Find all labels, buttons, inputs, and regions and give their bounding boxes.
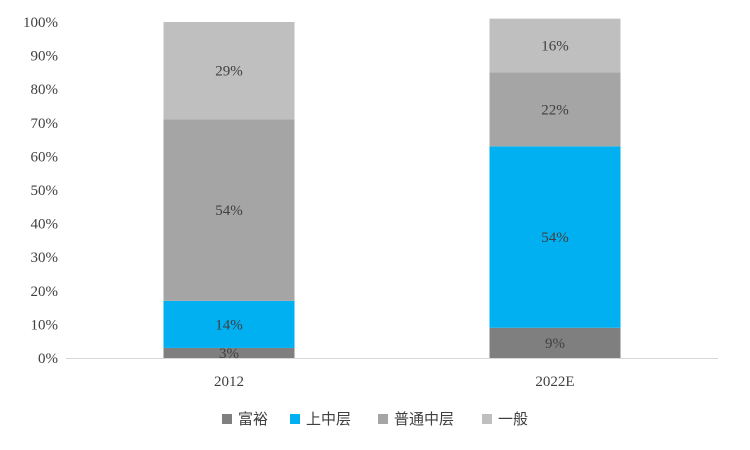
bar-segment xyxy=(489,327,621,358)
legend-label: 富裕 xyxy=(238,410,268,428)
bar-segment xyxy=(489,18,621,73)
legend-label: 一般 xyxy=(498,410,528,428)
legend: 富裕 上中层 普通中层 一般 xyxy=(222,410,528,428)
bars: 3% 14% 54% 29% 9% 54% 22% 16% xyxy=(163,18,621,362)
x-tick-label: 2012 xyxy=(214,374,244,390)
data-label: 16% xyxy=(541,39,569,55)
y-tick-label: 40% xyxy=(31,217,59,233)
legend-swatch xyxy=(222,414,232,424)
y-tick-label: 90% xyxy=(31,49,59,65)
y-tick-label: 70% xyxy=(31,116,59,132)
bar-segment xyxy=(163,347,295,358)
legend-swatch xyxy=(290,414,300,424)
bar-segment xyxy=(163,22,295,120)
data-label: 54% xyxy=(215,203,243,219)
bar-segment xyxy=(163,300,295,348)
bar-segment xyxy=(163,119,295,301)
y-tick-label: 60% xyxy=(31,149,59,165)
data-label: 3% xyxy=(219,346,239,362)
data-label: 9% xyxy=(545,336,565,352)
y-axis: 0% 10% 20% 30% 40% 50% 60% 70% 80% 90% 100% xyxy=(23,15,58,367)
y-tick-label: 50% xyxy=(31,183,59,199)
x-axis: 2012 2022E xyxy=(66,358,718,390)
data-label: 22% xyxy=(541,102,569,118)
data-label: 54% xyxy=(541,230,569,246)
x-tick-label: 2022E xyxy=(535,374,574,390)
bar-segment xyxy=(489,72,621,147)
legend-swatch xyxy=(482,414,492,424)
legend-label: 上中层 xyxy=(306,410,351,428)
bar-segment xyxy=(489,146,621,328)
y-tick-label: 30% xyxy=(31,250,59,266)
legend-label: 普通中层 xyxy=(394,410,454,428)
data-label: 14% xyxy=(215,317,243,333)
y-tick-label: 10% xyxy=(31,317,59,333)
y-tick-label: 0% xyxy=(38,351,58,367)
y-tick-label: 20% xyxy=(31,284,59,300)
legend-swatch xyxy=(378,414,388,424)
data-label: 29% xyxy=(215,64,243,80)
y-tick-label: 80% xyxy=(31,82,59,98)
y-tick-label: 100% xyxy=(23,15,58,31)
